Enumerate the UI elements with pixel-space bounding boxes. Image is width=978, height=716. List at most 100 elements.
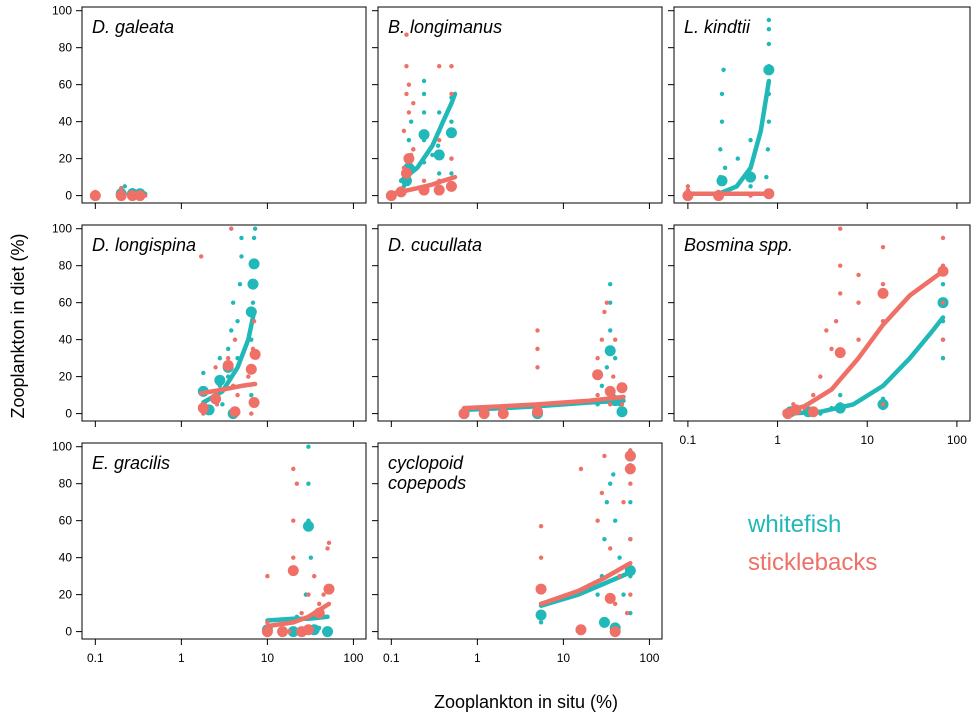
mean-point xyxy=(497,408,509,420)
mean-point xyxy=(261,626,273,638)
point xyxy=(940,281,946,287)
mean-point xyxy=(616,382,628,394)
point xyxy=(306,481,311,486)
point xyxy=(612,518,618,523)
mean-point xyxy=(598,616,610,628)
panel-title: D. cucullata xyxy=(388,235,482,255)
y-tick-label: 100 xyxy=(52,440,72,454)
mean-point xyxy=(418,129,430,141)
x-tick-label: 100 xyxy=(639,651,659,665)
panel-frame xyxy=(81,224,367,422)
panel-frame xyxy=(377,224,663,422)
point xyxy=(838,291,843,296)
panel-frame xyxy=(377,442,663,640)
point xyxy=(599,337,605,342)
point xyxy=(838,263,843,268)
point xyxy=(421,91,427,97)
point xyxy=(595,592,600,597)
point xyxy=(611,374,616,379)
x-tick-label: 10 xyxy=(261,651,275,665)
mean-point xyxy=(616,406,628,418)
mean-point xyxy=(214,374,226,386)
point xyxy=(122,184,127,189)
mean-point xyxy=(134,190,146,202)
point xyxy=(229,226,234,231)
point xyxy=(291,518,296,523)
mean-point xyxy=(403,153,415,165)
mean-point xyxy=(604,592,616,604)
series-whitefish xyxy=(716,17,775,197)
panel-d-longispina: 0 20 40 60 80 100 D. longispina xyxy=(52,222,367,427)
point xyxy=(611,472,616,477)
series-sticklebacks xyxy=(535,448,636,638)
point xyxy=(602,453,607,459)
legend-sticklebacks: sticklebacks xyxy=(748,549,877,576)
mean-point xyxy=(89,190,101,202)
mean-point xyxy=(682,190,694,202)
x-axis-title: Zooplankton in situ (%) xyxy=(434,692,618,712)
series-sticklebacks xyxy=(682,184,775,202)
fit-line xyxy=(461,394,626,411)
x-tick-label: 0.1 xyxy=(87,651,104,665)
mean-point xyxy=(302,520,314,532)
mean-point xyxy=(313,607,325,619)
x-tick-label: 1 xyxy=(474,651,481,665)
point xyxy=(608,402,613,407)
point xyxy=(306,592,311,597)
point xyxy=(404,91,409,97)
point xyxy=(880,244,886,250)
panel-title: L. kindtii xyxy=(684,17,751,37)
point xyxy=(766,26,772,32)
y-tick-label: 60 xyxy=(59,514,73,528)
mean-point xyxy=(877,287,889,299)
series-sticklebacks xyxy=(782,226,949,420)
panel-frame xyxy=(673,224,971,422)
mean-point xyxy=(245,306,257,318)
fit-line xyxy=(785,315,946,416)
point xyxy=(719,91,725,97)
mean-point xyxy=(400,167,412,179)
point xyxy=(538,524,544,529)
point xyxy=(217,355,223,361)
mean-point xyxy=(323,583,335,595)
y-tick-label: 0 xyxy=(65,189,72,203)
point xyxy=(538,555,544,560)
mean-point xyxy=(604,385,616,397)
point xyxy=(748,137,753,143)
y-tick-label: 60 xyxy=(59,78,73,92)
series-sticklebacks xyxy=(261,466,335,638)
panel-title: B. longimanus xyxy=(388,17,502,37)
point xyxy=(235,392,240,398)
point xyxy=(535,346,540,352)
point xyxy=(940,355,946,361)
point xyxy=(608,281,613,287)
mean-point xyxy=(807,406,819,418)
mean-point xyxy=(531,406,543,418)
fit-line xyxy=(198,381,258,396)
point xyxy=(599,490,605,496)
point xyxy=(291,555,296,560)
y-tick-label: 100 xyxy=(52,4,72,18)
panel-title: D. galeata xyxy=(92,17,174,37)
point xyxy=(436,137,442,143)
point xyxy=(619,402,625,407)
point xyxy=(838,392,843,398)
y-tick-label: 0 xyxy=(65,625,72,639)
point xyxy=(838,226,843,231)
y-tick-label: 20 xyxy=(59,588,73,602)
point xyxy=(401,128,407,134)
point xyxy=(628,499,633,505)
panel-bosmina-spp: 0.1 1 10 100 Bosmina spp. xyxy=(668,224,971,447)
point xyxy=(617,573,622,579)
mean-point xyxy=(248,258,260,270)
point xyxy=(766,41,772,47)
point xyxy=(436,63,442,69)
mean-point xyxy=(385,190,397,202)
point xyxy=(764,174,769,180)
mean-point xyxy=(478,408,490,420)
point xyxy=(436,110,442,115)
point xyxy=(404,63,409,69)
point xyxy=(316,601,322,607)
panel-title: cyclopoid xyxy=(388,453,464,473)
point xyxy=(940,300,946,305)
